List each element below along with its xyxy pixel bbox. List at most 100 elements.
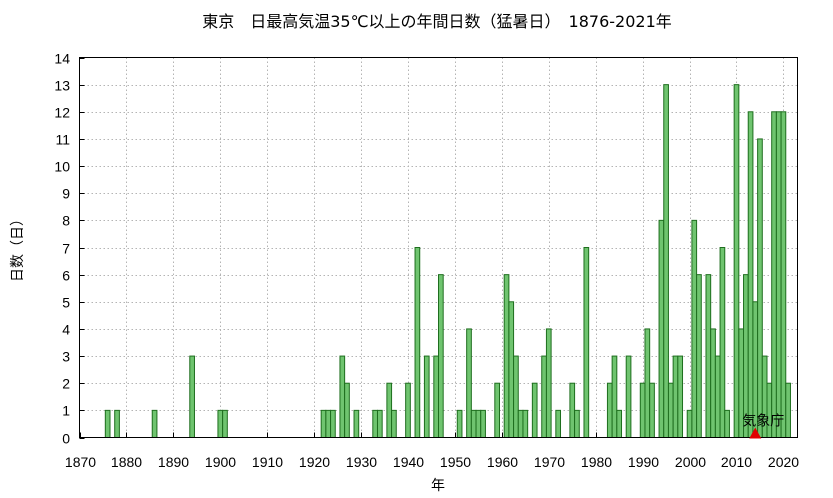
bar xyxy=(639,382,646,438)
x-tick-label: 2010 xyxy=(721,454,752,470)
bar xyxy=(339,355,346,439)
bar xyxy=(405,382,411,438)
bar xyxy=(494,382,500,438)
annotation-label: 気象庁 xyxy=(742,414,784,430)
x-tick-label: 1920 xyxy=(299,454,330,470)
x-tick-label: 1950 xyxy=(440,454,471,470)
bar xyxy=(733,84,740,438)
chart-title: 東京 日最高気温35℃以上の年間日数（猛暑日） 1876-2021年 xyxy=(202,12,672,31)
x-tick-label: 1980 xyxy=(581,454,612,470)
y-tick-label: 5 xyxy=(62,295,70,311)
bar xyxy=(649,382,655,438)
bar xyxy=(517,409,524,438)
bar xyxy=(705,274,712,439)
bar xyxy=(555,409,562,438)
bar xyxy=(644,328,651,438)
bar xyxy=(391,409,397,438)
bar xyxy=(714,355,721,439)
bar xyxy=(771,111,777,438)
bar xyxy=(775,111,782,438)
bar xyxy=(686,409,693,438)
bar xyxy=(423,355,430,439)
bar xyxy=(353,409,360,438)
y-tick-label: 7 xyxy=(62,241,70,257)
y-axis-label: 日数（日） xyxy=(10,212,26,282)
bar xyxy=(189,355,195,439)
y-tick-label: 10 xyxy=(54,159,70,175)
bar xyxy=(222,409,228,438)
bar xyxy=(456,409,463,438)
bar xyxy=(372,409,378,438)
bar xyxy=(611,355,618,439)
bar xyxy=(747,111,754,438)
y-tick-label: 0 xyxy=(62,431,70,447)
bars xyxy=(104,84,791,439)
bar xyxy=(386,382,393,438)
y-tick-label: 13 xyxy=(54,78,70,94)
bar xyxy=(217,409,224,438)
bar xyxy=(480,409,486,438)
bar xyxy=(780,111,787,438)
x-tick-labels: 1870 1880 1890 1900 1910 1920 1930 1940 1950 1960… xyxy=(65,454,799,470)
bar xyxy=(667,382,674,438)
bar xyxy=(583,247,590,438)
bar xyxy=(104,409,111,438)
x-tick-label: 1960 xyxy=(487,454,518,470)
bar xyxy=(569,382,576,438)
bar xyxy=(691,219,698,438)
annotation: 気象庁 xyxy=(742,414,784,439)
x-tick-label: 1930 xyxy=(346,454,377,470)
bar xyxy=(320,409,327,438)
x-tick-label: 2000 xyxy=(675,454,706,470)
bar xyxy=(696,274,702,439)
x-tick-label: 1990 xyxy=(628,454,659,470)
bar xyxy=(475,409,482,438)
x-tick-label: 1870 xyxy=(65,454,96,470)
bar xyxy=(466,328,472,438)
bar xyxy=(658,219,665,438)
x-tick-label: 1880 xyxy=(111,454,142,470)
y-tick-label: 8 xyxy=(62,213,70,229)
bar xyxy=(574,409,580,438)
x-tick-label: 1910 xyxy=(252,454,283,470)
bar xyxy=(151,409,158,438)
plot-frame xyxy=(79,57,798,438)
bar xyxy=(508,301,515,439)
bar xyxy=(541,355,547,439)
bar xyxy=(414,247,421,438)
y-tick-label: 1 xyxy=(62,403,70,419)
bar xyxy=(470,409,477,438)
x-tick-label: 1890 xyxy=(158,454,189,470)
bar xyxy=(606,382,613,438)
y-tick-label: 14 xyxy=(54,51,70,67)
bar xyxy=(757,138,763,438)
x-tick-label: 2020 xyxy=(768,454,799,470)
bar xyxy=(522,409,529,438)
bar xyxy=(513,355,519,439)
y-tick-label: 4 xyxy=(62,322,70,338)
bar xyxy=(503,274,510,439)
bar xyxy=(710,328,716,438)
x-tick-label: 1970 xyxy=(534,454,565,470)
station-marker xyxy=(749,427,762,439)
y-tick-label: 12 xyxy=(54,105,70,121)
bar xyxy=(672,355,679,439)
bar xyxy=(545,328,552,438)
bar xyxy=(438,274,444,439)
bar xyxy=(785,382,791,438)
bar xyxy=(531,382,538,438)
y-tick-label: 6 xyxy=(62,268,70,284)
x-tick-label: 1900 xyxy=(205,454,236,470)
bar xyxy=(616,409,623,438)
bar xyxy=(325,409,332,438)
y-tick-label: 3 xyxy=(62,349,70,365)
bar xyxy=(114,409,120,438)
bar xyxy=(330,409,336,438)
bar xyxy=(724,409,730,438)
bar xyxy=(677,355,684,439)
bar xyxy=(376,409,383,438)
bar xyxy=(663,84,669,438)
y-tick-label: 9 xyxy=(62,186,70,202)
